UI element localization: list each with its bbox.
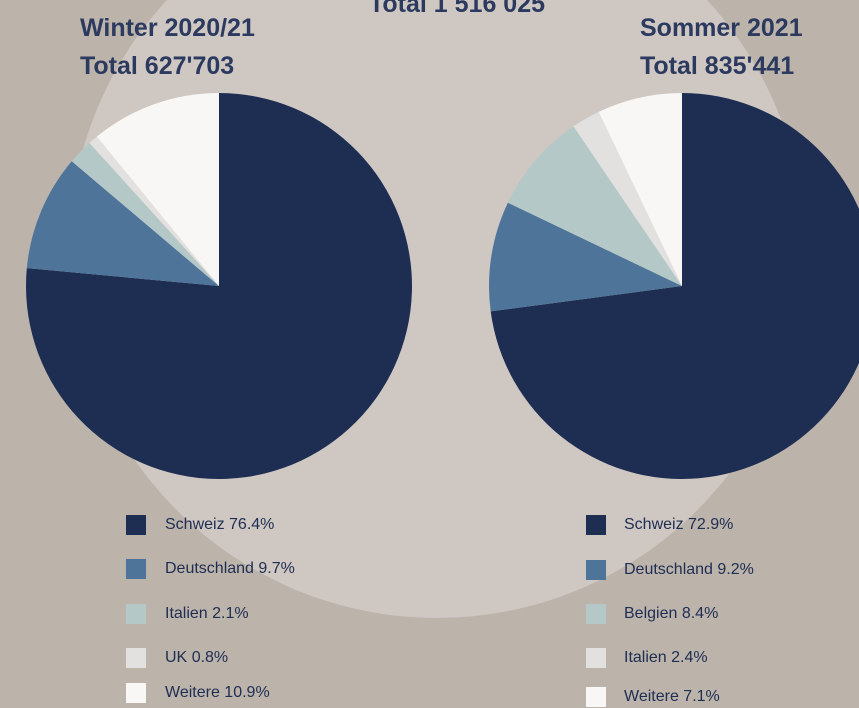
legend-value: 72.9% <box>688 516 733 533</box>
legend-swatch <box>586 687 606 707</box>
legend-value: 9.2% <box>717 561 753 578</box>
pie-slice <box>26 93 413 479</box>
legend-value: 2.4% <box>671 649 707 666</box>
legend-label: Deutschland 9.7% <box>165 560 295 577</box>
chart-subtitle: Total 835'441 <box>640 52 794 80</box>
legend-swatch <box>126 559 146 579</box>
legend-name: Belgien <box>624 605 677 622</box>
legend-value: 9.7% <box>258 560 294 577</box>
chart-title: Winter 2020/21 <box>80 14 255 42</box>
legend-label: Schweiz 76.4% <box>165 516 274 533</box>
legend-name: Italien <box>165 605 208 622</box>
legend-name: Schweiz <box>624 516 684 533</box>
legend-value: 8.4% <box>682 605 718 622</box>
legend-swatch <box>126 604 146 624</box>
legend-name: Deutschland <box>165 560 254 577</box>
legend-swatch <box>126 683 146 703</box>
pie-slice <box>89 136 219 286</box>
legend-label: Weitere 7.1% <box>624 688 720 705</box>
legend-value: 10.9% <box>224 684 269 701</box>
legend-label: Weitere 10.9% <box>165 684 270 701</box>
legend-name: Schweiz <box>165 516 225 533</box>
legend-name: Deutschland <box>624 561 713 578</box>
legend-value: 76.4% <box>229 516 274 533</box>
legend-name: UK <box>165 649 188 666</box>
legend-name: Italien <box>624 649 667 666</box>
pie-slice <box>71 142 219 286</box>
legend-value: 0.8% <box>192 649 228 666</box>
legend-name: Weitere <box>165 684 220 701</box>
pie-slice <box>598 93 682 286</box>
legend-label: Deutschland 9.2% <box>624 561 754 578</box>
pie-slice <box>488 202 682 312</box>
legend-swatch <box>586 560 606 580</box>
pie-slice <box>490 93 859 479</box>
pie-slice <box>96 93 219 286</box>
legend-value: 7.1% <box>683 688 719 705</box>
pie-slice <box>507 126 682 287</box>
grand-total: Total 1 516 025 <box>369 0 545 18</box>
legend-swatch <box>586 515 606 535</box>
legend-swatch <box>586 604 606 624</box>
legend-swatch <box>586 648 606 668</box>
legend-swatch <box>126 515 146 535</box>
legend-label: Italien 2.1% <box>165 605 249 622</box>
legend-label: Schweiz 72.9% <box>624 516 733 533</box>
chart-subtitle: Total 627'703 <box>80 52 234 80</box>
legend-swatch <box>126 648 146 668</box>
legend-value: 2.1% <box>212 605 248 622</box>
legend-label: Belgien 8.4% <box>624 605 718 622</box>
legend-name: Weitere <box>624 688 679 705</box>
pie-slice <box>573 111 682 286</box>
chart-title: Sommer 2021 <box>640 14 803 42</box>
legend-label: UK 0.8% <box>165 649 228 666</box>
legend-label: Italien 2.4% <box>624 649 708 666</box>
pie-slice <box>26 161 219 286</box>
